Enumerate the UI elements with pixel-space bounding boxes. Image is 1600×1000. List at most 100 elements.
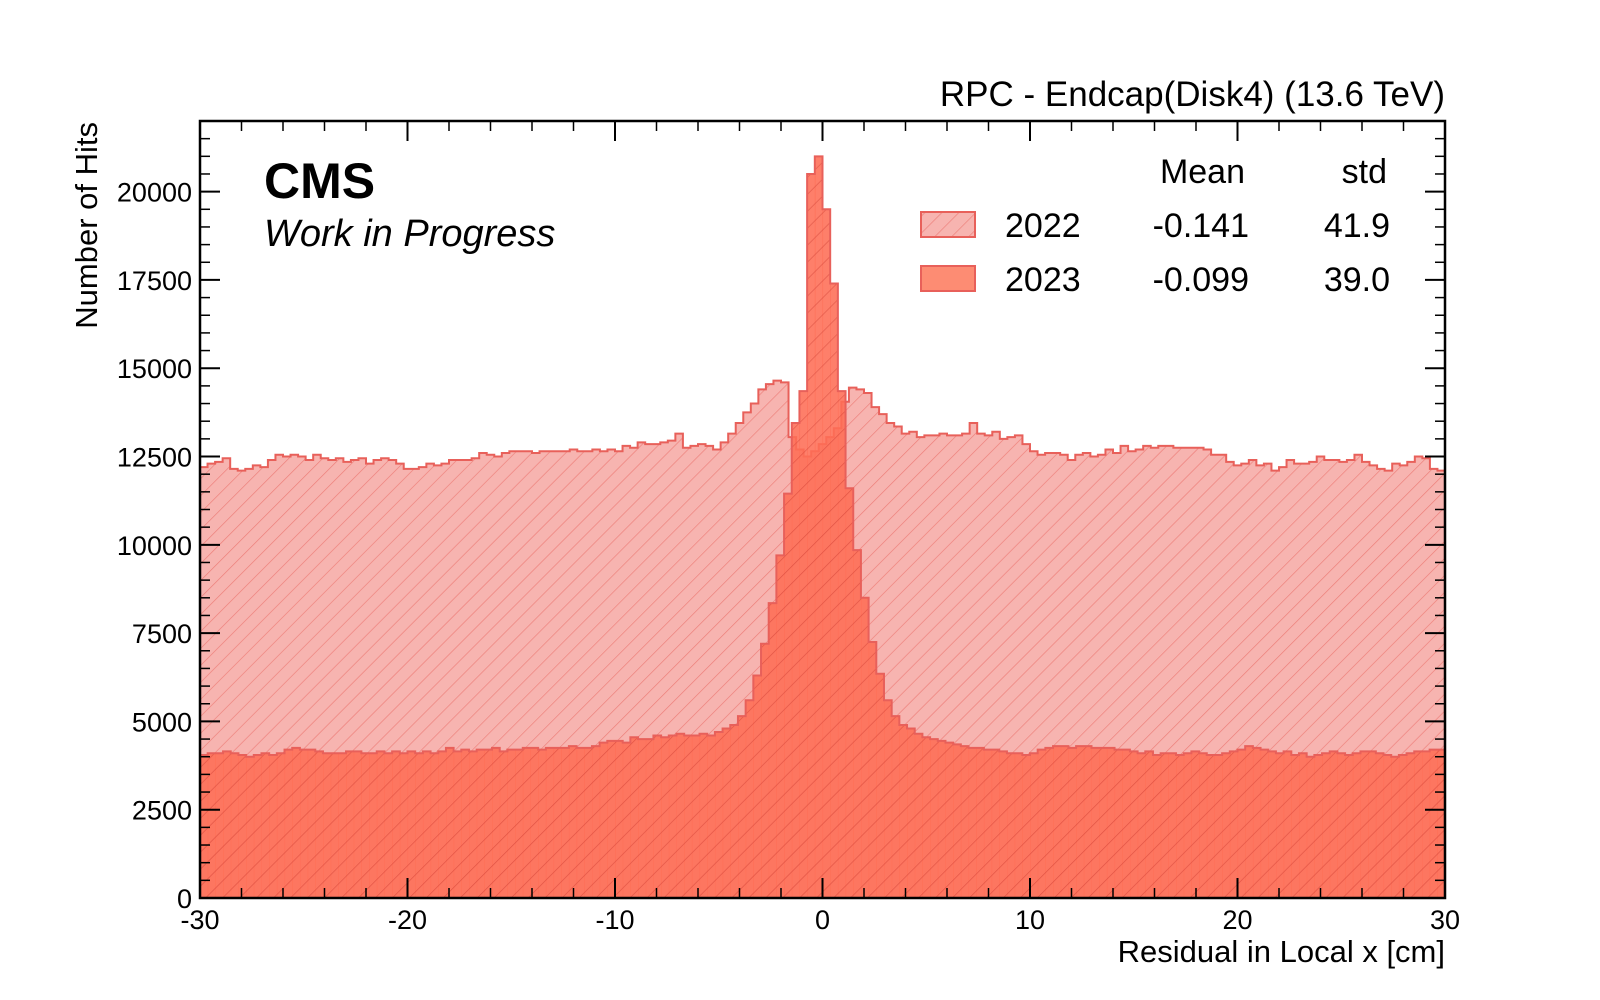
bar-2022-bin-136 (1226, 461, 1235, 898)
bar-2023-bin-60 (661, 737, 670, 898)
legend-std-2022: 41.9 (1324, 207, 1390, 245)
bar-2022-bin-52 (592, 449, 601, 898)
x-tick-label: 10 (1015, 905, 1045, 935)
bar-2023-bin-79 (807, 173, 816, 898)
bar-2023-bin-130 (1199, 753, 1208, 898)
bar-2022-bin-99 (947, 435, 956, 898)
bar-2022-bin-149 (1324, 460, 1333, 898)
bar-2022-bin-106 (999, 438, 1008, 898)
bar-2023-bin-157 (1406, 753, 1415, 898)
bar-2022-bin-123 (1128, 451, 1137, 898)
bar-2023-bin-24 (384, 753, 393, 898)
bar-2023-bin-120 (1122, 749, 1131, 898)
bar-2023-bin-3 (223, 751, 232, 898)
bar-2023-bin-69 (730, 724, 739, 898)
bar-2022-bin-156 (1377, 468, 1386, 898)
bar-2023-bin-16 (322, 753, 332, 898)
bar-2022-bin-139 (1248, 460, 1257, 898)
bar-2023-bin-55 (622, 742, 631, 898)
bar-2023-bin-146 (1322, 753, 1331, 898)
bar-2023-bin-98 (953, 744, 962, 898)
bar-2023-bin-88 (876, 673, 885, 898)
bar-2023-bin-104 (999, 751, 1008, 898)
bar-2023-bin-127 (1176, 754, 1185, 898)
bar-2022-bin-39 (494, 456, 503, 898)
bar-2023-bin-64 (691, 735, 701, 898)
bar-2022-bin-42 (516, 451, 526, 898)
bar-2023-bin-59 (653, 735, 662, 898)
bar-2022-bin-142 (1271, 470, 1280, 898)
bar-2022-bin-113 (1052, 452, 1061, 898)
status-label: Work in Progress (264, 213, 555, 255)
bar-2023-bin-31 (438, 751, 447, 898)
bar-2023-bin-123 (1145, 751, 1154, 898)
bar-2022-bin-30 (426, 463, 435, 898)
bar-2022-bin-147 (1309, 461, 1318, 898)
bar-2022-bin-117 (1082, 452, 1091, 898)
bar-2023-bin-49 (576, 747, 585, 898)
bar-2023-bin-109 (1037, 749, 1046, 898)
bar-2023-bin-108 (1030, 753, 1039, 898)
bar-2022-bin-73 (750, 403, 759, 898)
y-tick-label: 20000 (117, 178, 192, 208)
bar-2023-bin-53 (607, 740, 616, 898)
x-tick-label: -20 (388, 905, 427, 935)
bar-2022-bin-61 (660, 442, 669, 898)
bar-2022-bin-60 (652, 444, 661, 898)
bar-2023-bin-27 (407, 751, 416, 898)
bar-2023-bin-86 (860, 597, 870, 898)
bar-2022-bin-101 (962, 433, 971, 898)
bar-2023-bin-95 (930, 739, 939, 898)
legend: Mean std 2022 -0.141 41.9 2023 -0.099 39… (920, 153, 1390, 299)
bar-2023-bin-65 (699, 733, 708, 898)
legend-header-std: std (1342, 153, 1387, 191)
bar-2023-bin-50 (584, 747, 593, 898)
bar-2023-bin-47 (561, 747, 570, 898)
bar-2022-bin-120 (1105, 449, 1114, 898)
bar-2023-bin-28 (415, 753, 424, 898)
bar-2022-bin-141 (1263, 463, 1273, 898)
bar-2022-bin-125 (1143, 445, 1152, 898)
x-tick-label: -10 (595, 905, 634, 935)
bar-2023-bin-96 (937, 740, 947, 898)
bar-2023-bin-39 (499, 751, 509, 898)
bar-2022-bin-92 (894, 426, 903, 898)
legend-mean-2023: -0.099 (1153, 261, 1249, 299)
bar-2022-bin-13 (298, 456, 307, 898)
bar-2022-bin-58 (637, 442, 646, 898)
y-tick-label: 10000 (117, 531, 192, 561)
bar-2022-bin-26 (396, 463, 405, 898)
bar-2023-bin-8 (261, 753, 270, 898)
y-tick-label: 0 (177, 884, 192, 914)
bar-2023-bin-103 (991, 749, 1000, 898)
bar-2022-bin-45 (539, 451, 548, 898)
bar-2023-bin-147 (1329, 751, 1339, 898)
bar-2022-bin-135 (1218, 454, 1227, 898)
bar-2023-bin-97 (945, 742, 954, 898)
bar-2023-bin-76 (784, 493, 793, 898)
bar-2022-bin-37 (479, 452, 488, 898)
bar-2023-bin-2 (215, 753, 224, 898)
bar-2023-bin-118 (1106, 747, 1116, 898)
bar-2022-bin-54 (607, 449, 616, 898)
bar-2023-bin-35 (468, 751, 478, 898)
bar-2022-bin-11 (283, 456, 292, 898)
axis-ticks: -30 -20 -10 0 10 20 30 0 2500 5000 7500 10000 12500 1… (117, 120, 1460, 935)
bar-2023-bin-141 (1283, 751, 1292, 898)
bar-2022-bin-20 (350, 460, 360, 898)
bar-2023-bin-135 (1237, 749, 1246, 898)
bar-2022-bin-91 (886, 422, 895, 898)
bar-2023-bin-148 (1337, 753, 1346, 898)
bar-2022-bin-150 (1331, 460, 1340, 898)
y-tick-label: 17500 (117, 266, 192, 296)
bar-2022-bin-143 (1279, 467, 1288, 898)
bar-2022-bin-64 (682, 447, 692, 898)
bar-2022-bin-164 (1437, 470, 1446, 898)
bar-2022-bin-28 (411, 468, 420, 898)
bar-2022-bin-98 (939, 433, 948, 898)
bar-2023-bin-89 (883, 700, 893, 898)
bar-2022-bin-112 (1045, 452, 1054, 898)
bar-2022-bin-158 (1392, 463, 1401, 898)
bar-2022-bin-95 (916, 437, 925, 898)
bar-2023-bin-90 (891, 716, 900, 898)
